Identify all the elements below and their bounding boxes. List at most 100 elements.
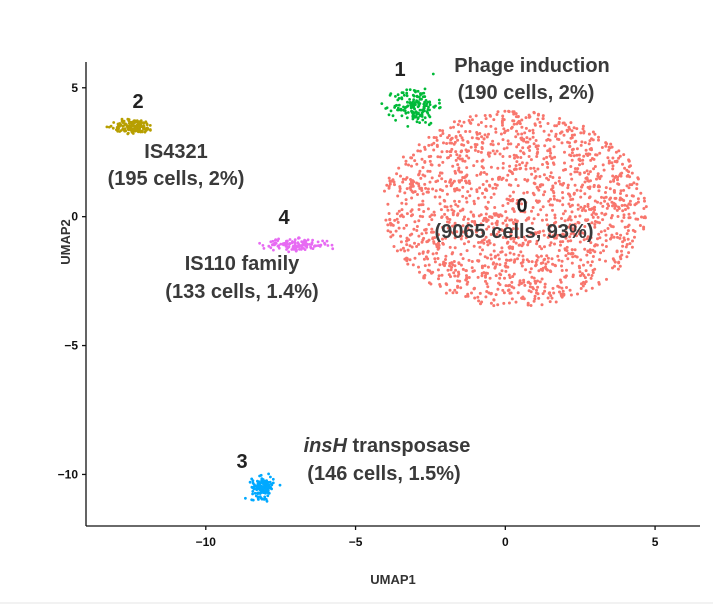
cluster-0-point [421, 199, 425, 203]
cluster-0-point [489, 291, 493, 295]
cluster-0-point [544, 262, 548, 266]
cluster-0-point [527, 155, 531, 158]
cluster-0-point [435, 145, 439, 148]
cluster-0-point [389, 235, 393, 239]
cluster-0-point [620, 219, 624, 223]
cluster-3-point [259, 473, 263, 477]
cluster-0-point [535, 291, 538, 295]
cluster-0-point [405, 243, 409, 247]
cluster-0-point [415, 229, 419, 232]
cluster-0-point [494, 212, 498, 216]
cluster-0-point [542, 157, 546, 161]
cluster-0-point [580, 231, 584, 235]
cluster-0-point [492, 243, 496, 247]
cluster-0-point [560, 217, 563, 220]
cluster-0-point [595, 220, 599, 224]
cluster-0-point [524, 218, 528, 222]
cluster-0-point [617, 260, 621, 264]
cluster-0-point [508, 245, 512, 249]
cluster-0-point [485, 282, 489, 286]
cluster-0-point [453, 169, 457, 173]
cluster-0-point [501, 166, 505, 170]
cluster-0-point [400, 201, 404, 205]
cluster-0-point [548, 300, 552, 304]
cluster-3-point [256, 491, 260, 495]
cluster-0-point [418, 214, 422, 218]
cluster-0-point [621, 209, 625, 213]
cluster-4-point [298, 247, 301, 251]
cluster-0-point [548, 232, 552, 236]
cluster-2-point [139, 119, 143, 122]
cluster-0-point [498, 283, 502, 287]
cluster-0-point [580, 185, 584, 189]
cluster-0-point [534, 139, 538, 142]
cluster-0-point [505, 216, 509, 220]
cluster-0-point [625, 184, 629, 188]
cluster-0-point [456, 284, 460, 288]
cluster-0-point [413, 256, 417, 260]
cluster-0-point [563, 219, 567, 223]
cluster-0-point [413, 220, 417, 224]
cluster-0-point [516, 257, 519, 261]
cluster-1-point [388, 93, 392, 97]
cluster-0-point [514, 178, 518, 181]
cluster-0-point [589, 158, 593, 162]
cluster-0-point [587, 152, 590, 156]
cluster-0-point [501, 138, 505, 142]
cluster-0-point [477, 214, 481, 218]
cluster-0-point [470, 260, 474, 263]
cluster-0-point [469, 210, 473, 214]
cluster-1-point [405, 94, 409, 98]
cluster-0-point [423, 160, 427, 163]
cluster-0-point [578, 163, 581, 167]
cluster-0-point [589, 241, 593, 245]
cluster-4-point [273, 239, 277, 242]
cluster-0-point [550, 296, 554, 300]
cluster-0-point [548, 154, 552, 158]
cluster-0-point [589, 236, 593, 240]
cluster-0-point [517, 253, 521, 257]
cluster-0-point [451, 164, 455, 168]
cluster-0-point [432, 136, 436, 139]
cluster-4-point [272, 242, 276, 246]
cluster-0-point [579, 189, 583, 193]
cluster-0-point [630, 171, 634, 175]
cluster-0-point [626, 229, 630, 233]
cluster-0-point [543, 257, 547, 261]
cluster-0-point [444, 258, 447, 261]
cluster-0-point [515, 221, 519, 224]
cluster-0-point [465, 174, 468, 178]
cluster-1-point [418, 95, 421, 99]
cluster-0-point [428, 180, 432, 184]
cluster-0-point [604, 245, 608, 248]
cluster-0-point [546, 260, 550, 264]
cluster-1-point [414, 101, 417, 105]
cluster-0-point [633, 235, 636, 239]
cluster-1-point [400, 114, 404, 118]
cluster-0-point [613, 206, 617, 210]
cluster-0-point [619, 174, 623, 178]
cluster-0-point [574, 225, 577, 229]
cluster-0-point [592, 211, 596, 214]
cluster-0-point [475, 159, 479, 163]
cluster-0-point [417, 242, 421, 246]
cluster-0-point [434, 189, 438, 193]
cluster-0-point [593, 165, 597, 168]
cluster-0-point [569, 218, 573, 222]
cluster-0-point [597, 138, 600, 142]
cluster-0-point [446, 226, 450, 230]
cluster-0-point [437, 274, 441, 278]
cluster-0-point [575, 127, 579, 131]
cluster-0-point [437, 277, 440, 281]
cluster-0-point [489, 165, 493, 169]
cluster-0-point [603, 229, 607, 233]
cluster-0-point [446, 217, 450, 220]
cluster-2-point [137, 121, 141, 125]
cluster-0-point [474, 230, 478, 234]
cluster-0-point [562, 133, 566, 137]
cluster-0-point [438, 128, 442, 132]
cluster-0-point [533, 123, 537, 127]
cluster-3-point [258, 495, 262, 498]
cluster-1-point [431, 72, 435, 76]
